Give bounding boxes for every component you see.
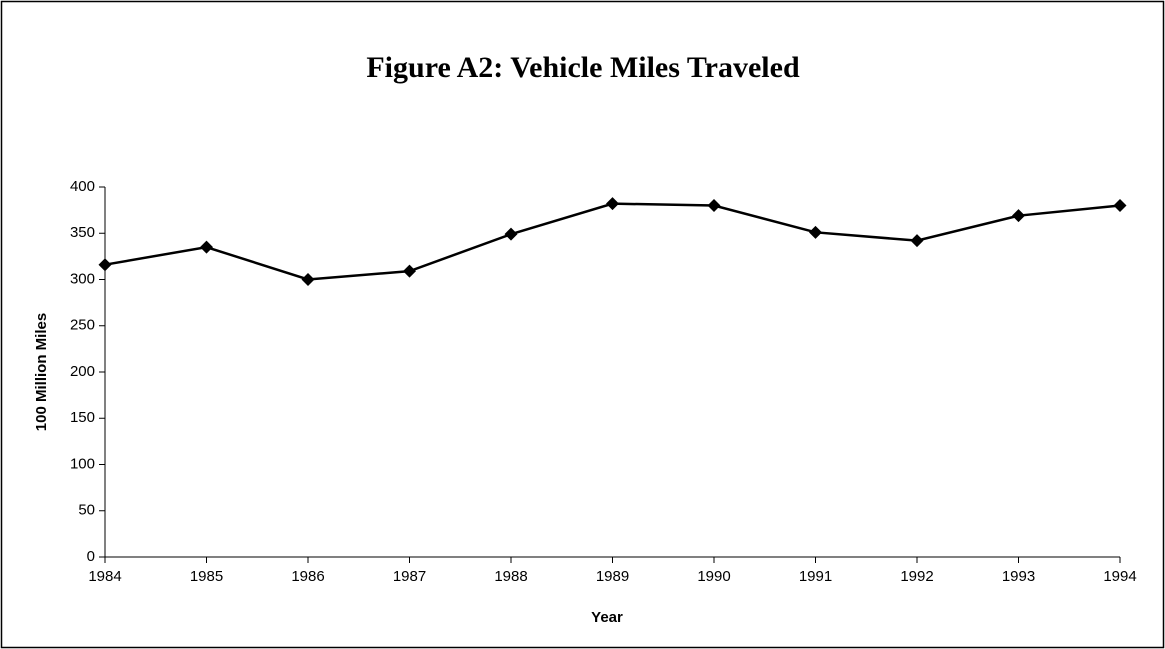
- x-tick-label: 1990: [697, 568, 730, 585]
- x-tick-label: 1988: [494, 568, 527, 585]
- x-tick-label: 1991: [799, 568, 832, 585]
- marker: [606, 197, 619, 211]
- x-axis-label: Year: [591, 609, 623, 626]
- marker: [1113, 199, 1127, 212]
- y-tick-label: 300: [70, 270, 95, 287]
- x-tick-label: 1992: [900, 568, 933, 585]
- y-tick-label: 50: [78, 502, 95, 519]
- y-tick-label: 350: [70, 224, 95, 241]
- marker: [1012, 209, 1025, 223]
- marker: [403, 264, 416, 278]
- marker: [707, 199, 721, 212]
- marker: [809, 225, 822, 239]
- y-tick-label: 100: [70, 455, 95, 472]
- marker: [504, 227, 518, 241]
- y-axis-label: 100 Million Miles: [33, 313, 50, 431]
- marker: [301, 273, 315, 286]
- x-tick-label: 1985: [190, 568, 223, 585]
- marker: [200, 240, 213, 254]
- x-tick-label: 1989: [596, 568, 629, 585]
- y-tick-label: 0: [87, 548, 95, 565]
- chart-title: Figure A2: Vehicle Miles Traveled: [366, 51, 800, 84]
- x-tick-label: 1994: [1103, 568, 1136, 585]
- x-tick-label: 1993: [1002, 568, 1035, 585]
- y-tick-label: 250: [70, 317, 95, 334]
- x-tick-label: 1986: [291, 568, 324, 585]
- marker: [910, 234, 924, 248]
- x-tick-label: 1984: [88, 568, 121, 585]
- marker: [98, 258, 112, 272]
- y-tick-label: 150: [70, 409, 95, 426]
- y-tick-label: 400: [70, 178, 95, 195]
- y-tick-label: 200: [70, 363, 95, 380]
- x-tick-label: 1987: [393, 568, 426, 585]
